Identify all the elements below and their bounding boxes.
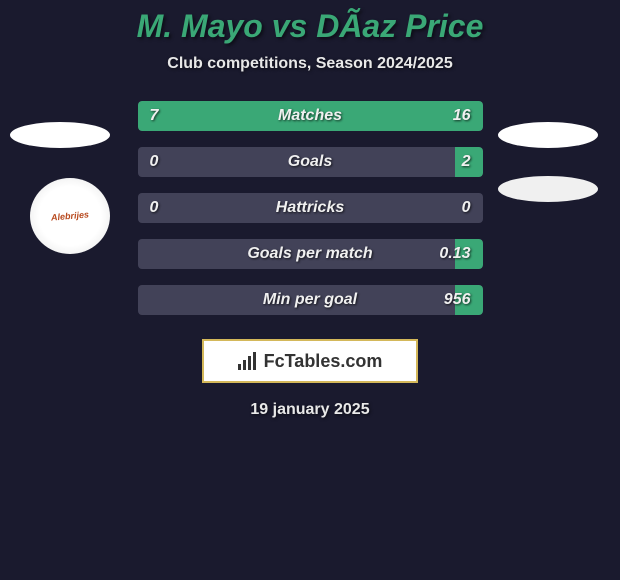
stat-value-right: 0 — [462, 199, 471, 217]
stat-value-left: 7 — [150, 107, 159, 125]
stat-value-left: 0 — [150, 199, 159, 217]
branding-link[interactable]: FcTables.com — [202, 339, 418, 383]
stat-label: Hattricks — [276, 199, 344, 217]
stat-value-right: 0.13 — [439, 245, 470, 263]
stat-value-right: 956 — [444, 291, 471, 309]
stat-row-min-per-goal: Min per goal 956 — [138, 285, 483, 315]
page-title: M. Mayo vs DÃ­az Price — [137, 8, 484, 45]
page-subtitle: Club competitions, Season 2024/2025 — [167, 55, 452, 73]
stat-value-right: 16 — [453, 107, 471, 125]
branding-text: FcTables.com — [264, 351, 383, 372]
bar-chart-icon — [238, 352, 256, 370]
date-text: 19 january 2025 — [250, 401, 369, 419]
stat-row-hattricks: 0 Hattricks 0 — [138, 193, 483, 223]
stats-area: 7 Matches 16 0 Goals 2 0 Hattricks 0 Goa… — [0, 101, 620, 331]
stat-value-left: 0 — [150, 153, 159, 171]
stat-row-goals: 0 Goals 2 — [138, 147, 483, 177]
stat-value-right: 2 — [462, 153, 471, 171]
stat-row-goals-per-match: Goals per match 0.13 — [138, 239, 483, 269]
stat-label: Goals — [288, 153, 332, 171]
stat-row-matches: 7 Matches 16 — [138, 101, 483, 131]
stat-label: Matches — [278, 107, 342, 125]
stat-label: Goals per match — [247, 245, 372, 263]
stat-label: Min per goal — [263, 291, 357, 309]
